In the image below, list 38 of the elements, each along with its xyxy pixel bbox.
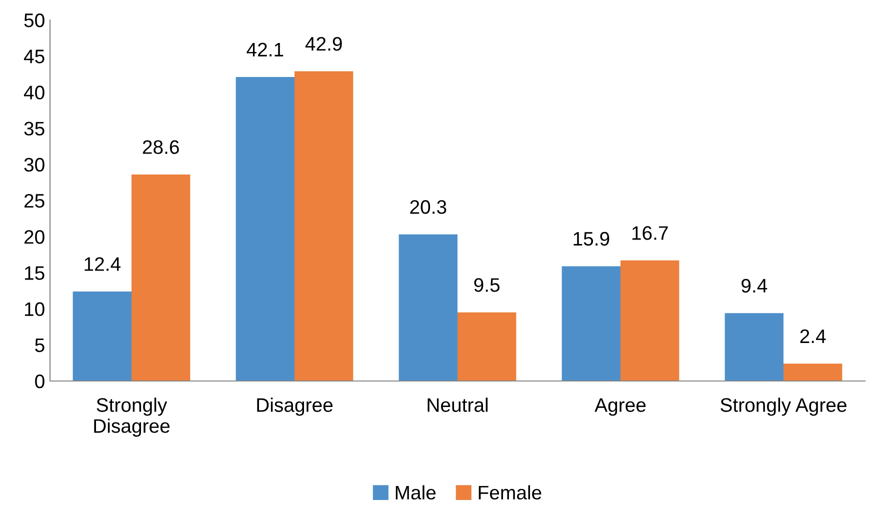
y-tick-label: 5	[35, 338, 44, 352]
y-tick-label: 30	[24, 158, 44, 172]
y-tick-label: 45	[24, 50, 44, 64]
data-label: 20.3	[410, 200, 446, 214]
data-label: 15.9	[574, 232, 610, 246]
x-tick-label: Strongly Agree	[720, 398, 846, 416]
bar	[294, 71, 354, 381]
y-tick-label: 15	[24, 266, 44, 280]
data-label: 9.5	[474, 278, 500, 292]
data-label: 9.4	[742, 278, 768, 293]
y-tick-label: 10	[24, 302, 44, 316]
x-tick-label: Agree	[594, 398, 646, 416]
legend-label: Female	[478, 485, 542, 500]
data-label: 16.7	[632, 226, 668, 240]
y-tick-label: 20	[24, 230, 44, 244]
data-label: 12.4	[84, 257, 121, 271]
y-tick-label: 40	[24, 86, 44, 100]
bar	[562, 266, 620, 381]
data-label: 42.9	[305, 36, 342, 51]
legend-label: Male	[396, 485, 436, 500]
bar	[72, 291, 132, 381]
bar	[398, 234, 458, 381]
y-tick-label: 35	[24, 122, 44, 136]
bar	[132, 174, 190, 381]
data-label: 28.6	[142, 140, 179, 154]
bar	[236, 77, 294, 381]
bar	[724, 313, 784, 381]
bar	[784, 364, 842, 381]
x-tick-label: Strongly Disagree	[94, 398, 170, 437]
y-tick-label: 0	[35, 374, 44, 388]
x-tick-label: Disagree	[257, 398, 333, 416]
data-label: 42.1	[246, 42, 284, 56]
x-tick-label: Neutral	[428, 398, 488, 412]
y-tick-label: 25	[24, 194, 44, 208]
data-label: 2.4	[800, 329, 826, 343]
bar	[620, 260, 680, 381]
y-tick-label: 50	[24, 13, 44, 28]
bar	[458, 312, 516, 381]
